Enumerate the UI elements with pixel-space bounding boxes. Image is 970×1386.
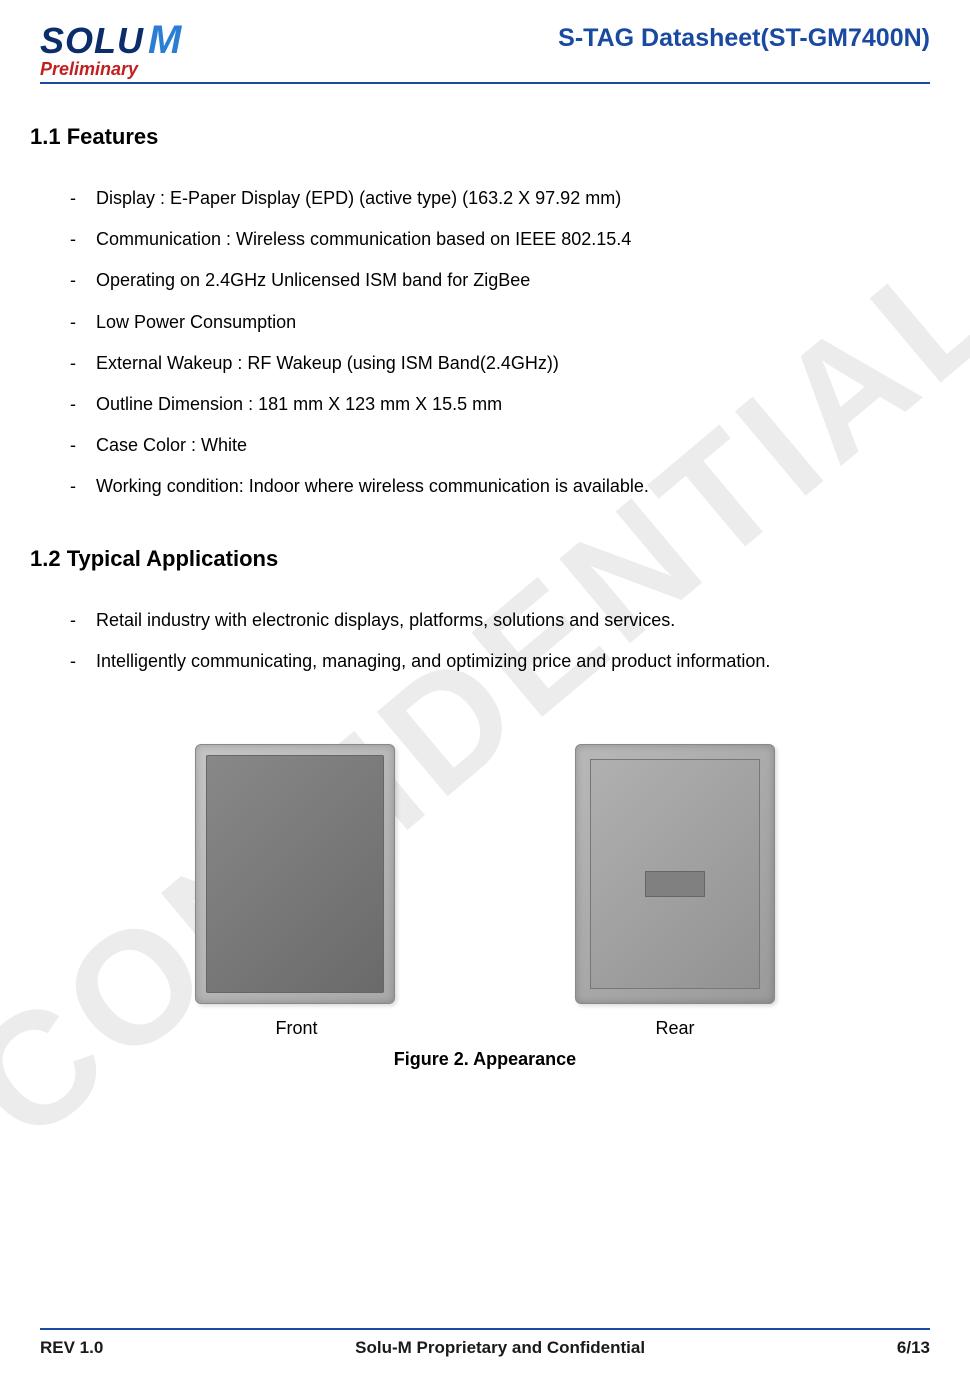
list-item: Operating on 2.4GHz Unlicensed ISM band … <box>70 268 930 293</box>
figure-area: Front Rear Figure 2. Appearance <box>40 744 930 1070</box>
logo-company: SOLU <box>40 20 144 61</box>
list-item: Retail industry with electronic displays… <box>70 608 930 633</box>
logo-block: SOLUM Preliminary <box>40 18 182 80</box>
list-item: Low Power Consumption <box>70 310 930 335</box>
footer-rev: REV 1.0 <box>40 1338 103 1358</box>
footer-row: REV 1.0 Solu-M Proprietary and Confident… <box>40 1338 930 1358</box>
device-rear-slot <box>645 871 705 897</box>
logo-suffix: M <box>148 18 182 62</box>
applications-list: Retail industry with electronic displays… <box>70 608 930 674</box>
list-item: External Wakeup : RF Wakeup (using ISM B… <box>70 351 930 376</box>
footer-center: Solu-M Proprietary and Confidential <box>355 1338 645 1358</box>
rear-label: Rear <box>656 1018 695 1039</box>
document-title: S-TAG Datasheet(ST-GM7400N) <box>558 24 930 53</box>
footer: REV 1.0 Solu-M Proprietary and Confident… <box>40 1328 930 1358</box>
section-heading-applications: 1.2 Typical Applications <box>30 546 930 572</box>
page-content: SOLUM Preliminary S-TAG Datasheet(ST-GM7… <box>40 18 930 1070</box>
header-divider <box>40 82 930 84</box>
figure-labels: Front Rear <box>275 1018 694 1039</box>
footer-page: 6/13 <box>897 1338 930 1358</box>
front-label: Front <box>275 1018 317 1039</box>
preliminary-label: Preliminary <box>40 59 182 80</box>
logo: SOLUM <box>40 18 182 63</box>
list-item: Display : E-Paper Display (EPD) (active … <box>70 186 930 211</box>
list-item: Communication : Wireless communication b… <box>70 227 930 252</box>
section-heading-features: 1.1 Features <box>30 124 930 150</box>
figure-row <box>195 744 775 1004</box>
footer-divider <box>40 1328 930 1330</box>
features-list: Display : E-Paper Display (EPD) (active … <box>70 186 930 500</box>
figure-caption: Figure 2. Appearance <box>394 1049 576 1070</box>
device-screen <box>206 755 384 993</box>
device-front-image <box>195 744 395 1004</box>
device-rear-image <box>575 744 775 1004</box>
list-item: Outline Dimension : 181 mm X 123 mm X 15… <box>70 392 930 417</box>
list-item: Case Color : White <box>70 433 930 458</box>
header: SOLUM Preliminary S-TAG Datasheet(ST-GM7… <box>40 18 930 80</box>
list-item: Working condition: Indoor where wireless… <box>70 474 930 499</box>
list-item: Intelligently communicating, managing, a… <box>70 649 930 674</box>
